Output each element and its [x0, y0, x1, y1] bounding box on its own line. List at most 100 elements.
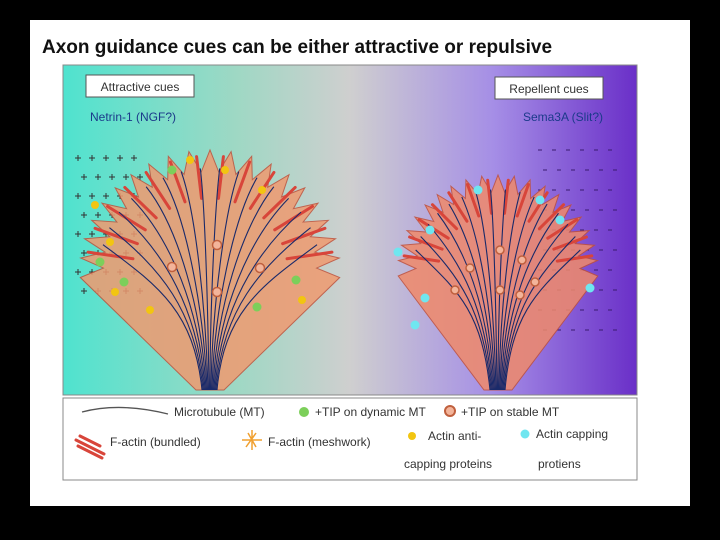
actin-bundle — [515, 183, 530, 218]
actin-bundle — [123, 185, 158, 220]
protein-dot — [515, 290, 525, 300]
microtubule — [437, 212, 494, 391]
actin-bundle — [195, 155, 204, 200]
legend-label: +TIP on dynamic MT — [315, 405, 426, 419]
legend-capping-symbol — [520, 429, 530, 439]
actin-bundle — [466, 183, 481, 218]
legend-microtubule-symbol — [81, 406, 169, 415]
actin-bundle — [216, 155, 225, 200]
actin-bundle — [402, 254, 441, 263]
microtubule — [501, 212, 559, 391]
cue-mark — [117, 155, 123, 161]
microtubule — [475, 191, 497, 391]
actin-bundle — [233, 160, 252, 204]
legend-label: +TIP on stable MT — [461, 405, 560, 419]
microtubule — [216, 244, 318, 391]
microtubule — [214, 211, 302, 391]
protein-dot — [146, 306, 154, 314]
protein-dot — [530, 277, 540, 287]
microtubule — [199, 168, 210, 391]
cue-mark — [103, 193, 109, 199]
cue-mark — [137, 174, 143, 180]
legend-label: Microtubule (MT) — [174, 405, 265, 419]
microtubule — [498, 191, 521, 391]
protein-dot — [167, 165, 177, 175]
protein-dot — [221, 166, 229, 174]
microtubule — [497, 189, 507, 391]
microtubule — [415, 249, 491, 391]
actin-bundle — [503, 178, 510, 215]
microtubule — [118, 211, 205, 391]
cue-mark — [95, 212, 101, 218]
microtubule — [210, 171, 240, 391]
actin-bundle — [106, 204, 147, 232]
legend-label: F-actin (bundled) — [110, 435, 201, 449]
actin-bundle — [555, 254, 594, 263]
protein-dot — [425, 225, 435, 235]
actin-bundle — [546, 218, 579, 240]
protein-dot — [585, 283, 595, 293]
actin-bundle — [552, 235, 588, 251]
microtubule — [500, 203, 548, 391]
legend-stable-tip-symbol — [444, 405, 456, 417]
legend-dynamic-tip-symbol — [299, 407, 309, 417]
cue-label: Netrin-1 (NGF?) — [90, 110, 176, 124]
microtubule — [448, 203, 495, 391]
microtubule — [162, 177, 208, 391]
cue-mark — [75, 269, 81, 275]
actin-bundle — [262, 185, 297, 220]
microtubule — [213, 197, 290, 391]
actin-meshwork — [79, 148, 341, 391]
protein-dot — [211, 286, 223, 298]
protein-dot — [252, 302, 262, 312]
cue-mark — [81, 212, 87, 218]
cue-mark — [103, 155, 109, 161]
protein-dot — [517, 255, 527, 265]
actin-bundle — [447, 191, 469, 223]
actin-bundle — [86, 250, 135, 261]
cue-label: Sema3A (Slit?) — [523, 110, 603, 124]
microtubule — [130, 197, 206, 391]
protein-dot — [119, 277, 129, 287]
protein-dot — [298, 296, 306, 304]
protein-dot — [473, 185, 483, 195]
actin-bundle — [273, 204, 314, 232]
microtubule — [461, 196, 496, 391]
microtubule — [504, 249, 581, 391]
legend-bundled-actin-symbol — [74, 434, 106, 460]
protein-dot — [186, 156, 194, 164]
protein-dot — [410, 320, 420, 330]
protein-dot — [95, 257, 105, 267]
protein-dot — [211, 239, 223, 251]
cue-mark — [123, 174, 129, 180]
legend-label: Actin capping — [536, 427, 608, 441]
actin-bundle — [144, 170, 172, 210]
actin-bundle — [281, 226, 327, 246]
cue-mark — [109, 174, 115, 180]
legend-label: capping proteins — [404, 457, 492, 471]
microtubule — [502, 223, 569, 391]
microtubule — [212, 186, 275, 391]
label-box — [85, 74, 195, 98]
protein-dot — [111, 288, 119, 296]
actin-bundle — [285, 250, 334, 261]
growth-cones — [75, 148, 617, 391]
legend-meshwork-symbol — [242, 430, 262, 450]
cue-mark — [75, 193, 81, 199]
actin-bundle — [486, 178, 493, 215]
cue-mark — [95, 174, 101, 180]
cue-mark — [89, 155, 95, 161]
actin-bundle — [537, 203, 566, 231]
legend-label: Actin anti- — [428, 429, 481, 443]
protein-dot — [254, 262, 266, 274]
microtubule — [489, 189, 498, 391]
microtubule — [427, 223, 493, 391]
actin-bundle — [430, 203, 459, 231]
protein-dot — [495, 285, 505, 295]
microtubule — [215, 227, 311, 391]
protein-dot — [393, 247, 403, 257]
protein-dot — [420, 293, 430, 303]
protein-dot — [495, 245, 505, 255]
protein-dot — [535, 195, 545, 205]
